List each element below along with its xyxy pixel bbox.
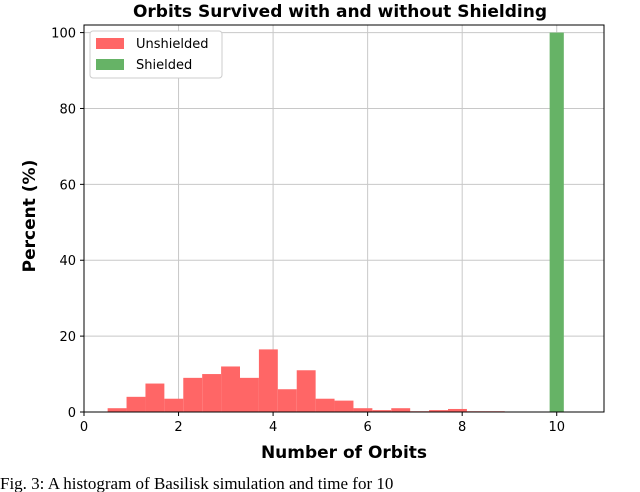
unshielded-bar <box>258 349 278 412</box>
unshielded-bar <box>202 374 222 412</box>
unshielded-bar <box>353 408 373 412</box>
unshielded-bar <box>240 377 259 412</box>
legend-label: Unshielded <box>136 37 209 52</box>
legend: Unshielded Shielded <box>89 30 223 79</box>
x-tick-label: 2 <box>174 420 182 435</box>
x-tick-label: 8 <box>458 420 466 435</box>
unshielded-bar <box>107 408 127 412</box>
unshielded-bar <box>372 410 392 412</box>
y-axis-ticks: 0 20 40 60 80 100 <box>51 27 84 421</box>
histogram-chart: Orbits Survived with and without Shieldi… <box>20 2 605 463</box>
plot-frame <box>83 24 605 413</box>
y-tick-label: 80 <box>59 102 76 117</box>
unshielded-bar <box>315 398 335 412</box>
x-axis-label: Number of Orbits <box>261 443 427 463</box>
x-tick-label: 10 <box>548 420 565 435</box>
y-tick-label: 40 <box>59 254 76 269</box>
x-tick-label: 0 <box>80 420 88 435</box>
grid-lines <box>83 25 604 413</box>
legend-label: Shielded <box>136 58 192 73</box>
unshielded-bar <box>448 408 467 412</box>
unshielded-bar <box>334 400 354 412</box>
unshielded-bar <box>277 389 297 412</box>
unshielded-bar <box>183 377 203 412</box>
chart-title: Orbits Survived with and without Shieldi… <box>133 2 547 22</box>
legend-swatch <box>96 59 124 70</box>
unshielded-bar <box>164 398 184 412</box>
x-axis-ticks: 0 2 4 6 8 10 <box>80 412 565 435</box>
y-tick-label: 100 <box>51 27 76 42</box>
x-tick-label: 4 <box>269 420 277 435</box>
figure-caption: Fig. 3: A histogram of Basilisk simulati… <box>0 474 394 492</box>
unshielded-bar <box>126 396 146 412</box>
legend-swatch <box>96 38 124 49</box>
y-axis-label: Percent (%) <box>20 160 40 273</box>
shielded-bar <box>549 32 564 413</box>
unshielded-bar <box>429 410 448 412</box>
y-tick-label: 60 <box>59 178 76 193</box>
y-tick-label: 0 <box>68 406 76 421</box>
unshielded-bar <box>296 370 316 412</box>
x-tick-label: 6 <box>363 420 371 435</box>
y-tick-label: 20 <box>59 330 76 345</box>
unshielded-bar <box>145 383 165 412</box>
unshielded-bar <box>391 408 411 412</box>
unshielded-bar <box>221 366 240 412</box>
bars <box>107 32 564 413</box>
